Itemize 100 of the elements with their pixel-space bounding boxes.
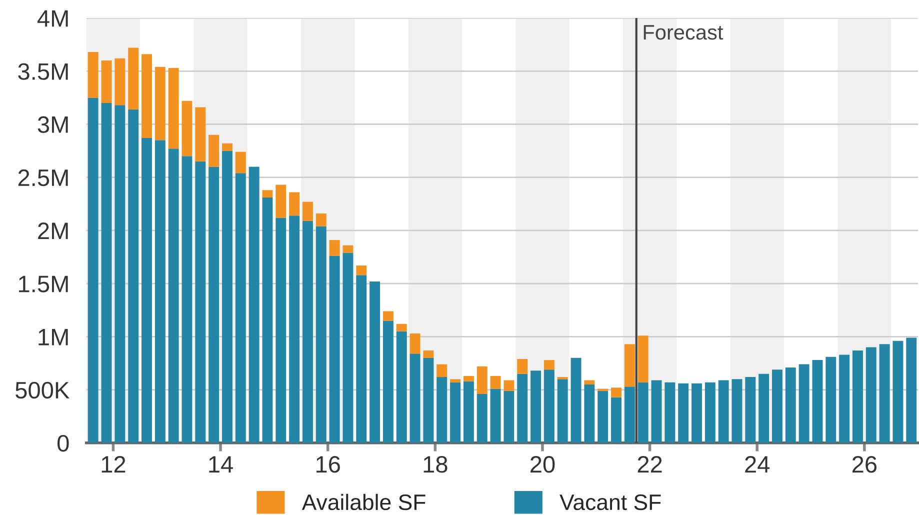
bar [262,190,273,198]
bar [611,388,622,398]
bar [262,198,273,443]
x-tick-label: 16 [316,456,340,473]
bar [342,245,354,253]
bar [785,367,796,443]
bar [517,358,528,374]
bar [463,381,474,443]
bar [302,202,313,221]
bar [101,103,112,443]
bar [692,383,702,443]
y-tick-label: 2.5M [18,169,68,186]
bar [114,58,126,106]
bar [704,382,716,443]
bar [450,382,461,443]
y-tick-label: 1M [38,328,68,346]
bar [208,134,220,167]
bar [490,376,501,389]
bar [168,68,179,149]
bar [852,350,863,443]
bar [235,152,246,174]
bar [356,275,367,443]
bar [544,370,554,443]
bar [329,256,340,443]
x-tick-label: 22 [638,456,662,473]
bar [168,148,179,443]
bar [839,354,850,443]
bar [651,380,662,443]
legend-label: Available SF [302,494,426,510]
bar [88,98,98,443]
y-tick-label: 1.5M [19,276,68,292]
bar [154,140,166,443]
x-tick-label: 12 [102,456,126,473]
bar [222,150,232,443]
bar [382,311,394,321]
bar [624,386,635,443]
bar [88,52,98,98]
bar [584,380,595,384]
bar [436,377,448,443]
bar [732,379,742,443]
bar [356,266,367,276]
bar [584,384,595,443]
bar [101,60,112,103]
bar [718,380,729,443]
bar [504,390,514,443]
bar [798,364,810,443]
bar [598,390,608,443]
bar [182,156,192,443]
legend-label: Vacant SF [560,494,661,510]
bar [316,226,326,443]
bar [289,216,300,443]
bar [289,192,300,216]
bar [812,360,823,443]
bar [544,360,554,370]
y-tick-label: 3.5M [18,63,68,80]
bar [128,48,139,110]
bar [208,166,220,443]
bar [235,173,246,443]
bar [396,331,407,443]
bar [154,66,166,140]
bar [342,252,354,443]
bar [866,347,876,443]
bar [248,166,260,443]
x-tick-label: 18 [424,456,448,473]
bar [370,281,380,443]
bar [530,370,541,443]
y-tick-label: 500K [16,382,70,399]
bar [142,54,152,138]
bar [463,376,474,382]
bar [410,333,420,354]
bar [772,370,782,443]
bar [476,394,488,443]
y-tick-label: 2M [38,222,68,240]
x-tick-label: 20 [530,456,555,473]
y-tick-label: 0 [58,434,69,452]
bar [396,324,407,332]
bar [410,354,420,443]
y-tick-label: 3M [38,116,68,134]
bar [638,382,648,443]
bar [611,397,622,443]
bar [504,380,514,391]
bar [276,184,286,218]
bar [490,388,501,443]
bar [758,374,770,443]
bar [128,109,139,443]
bar [276,218,286,443]
x-tick-label: 14 [209,456,233,473]
bar [423,350,434,358]
bar [517,374,528,443]
bar [879,344,890,443]
bar [678,383,689,443]
bar [557,379,568,443]
bar [570,358,582,443]
bar [329,240,340,256]
y-tick-label: 4M [37,10,68,27]
bar [826,356,836,443]
bar [476,366,488,394]
bar [302,220,313,443]
bar [195,161,206,443]
ref-line-label: Forecast [644,25,724,40]
